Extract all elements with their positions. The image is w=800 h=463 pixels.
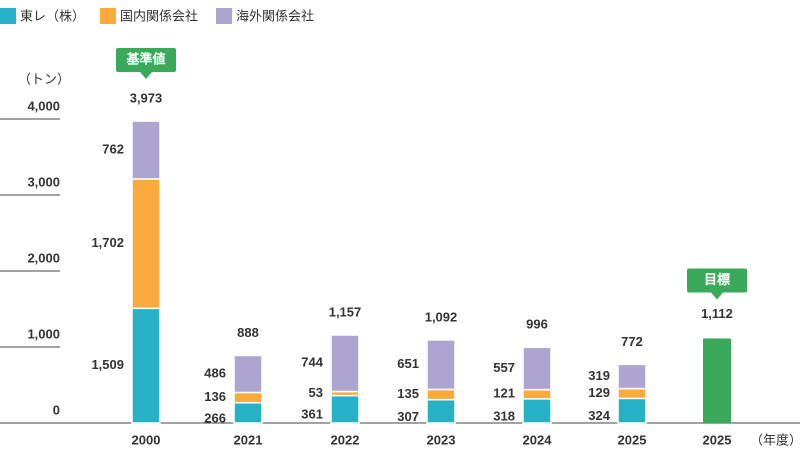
y-tick-label: 0 (53, 402, 60, 417)
bar-segment (330, 334, 360, 393)
x-tick-label: 2022 (331, 432, 360, 447)
bar-segment (426, 398, 456, 424)
x-tick-label: 2023 (427, 432, 456, 447)
segment-label: 266 (204, 410, 226, 425)
y-tick-label: 1,000 (27, 326, 60, 341)
total-label: 772 (621, 334, 643, 349)
bar-segment (131, 307, 161, 424)
x-tick-label: 2025 (618, 432, 647, 447)
callout-box (687, 268, 747, 293)
bar-segment (131, 178, 161, 310)
total-label: 3,973 (130, 90, 163, 105)
segment-label: 651 (397, 356, 419, 371)
total-label: 996 (526, 317, 548, 332)
bar-segment (233, 354, 263, 394)
legend-swatch (100, 8, 116, 24)
segment-label: 136 (204, 389, 226, 404)
total-label: 1,092 (425, 309, 458, 324)
segment-label: 324 (588, 408, 610, 423)
segment-label: 361 (301, 407, 323, 422)
callout-label: 目標 (704, 272, 730, 287)
legend-swatch (216, 8, 232, 24)
callout-pointer (140, 72, 152, 79)
bar-segment (233, 402, 263, 424)
bar-segment (522, 346, 552, 391)
y-tick-label: 3,000 (27, 174, 60, 189)
segment-label: 319 (588, 368, 610, 383)
target-value-label: 1,112 (701, 306, 733, 321)
x-tick-label: 2000 (132, 432, 161, 447)
segment-label: 762 (102, 141, 124, 156)
segment-label: 1,509 (91, 357, 124, 372)
bar-segment (522, 398, 552, 424)
bar-segment (617, 397, 647, 424)
bar-segment (617, 363, 647, 390)
legend-label: 海外関係会社 (236, 8, 314, 23)
segment-label: 318 (493, 408, 515, 423)
callout-pointer (711, 292, 723, 300)
segment-label: 557 (493, 360, 515, 375)
bar-segment (426, 339, 456, 391)
legend-swatch (0, 8, 16, 24)
target-bar (703, 338, 731, 423)
bar-segment (617, 387, 647, 400)
x-tick-label: 2024 (523, 432, 553, 447)
bar-segment (426, 388, 456, 401)
segment-label: 486 (204, 365, 226, 380)
segment-label: 135 (397, 386, 419, 401)
callout-label: 基準値 (125, 51, 165, 66)
callout-box (116, 48, 176, 72)
x-axis-label: （年度） (750, 432, 800, 447)
bar-segment (233, 391, 263, 404)
segment-label: 121 (493, 386, 515, 401)
x-tick-label: 2021 (234, 432, 263, 447)
legend-label: 東レ（株） (20, 8, 85, 23)
legend-label: 国内関係会社 (120, 8, 198, 23)
y-tick-label: 4,000 (27, 98, 60, 113)
y-axis-label: （トン） (18, 71, 70, 86)
segment-label: 744 (301, 355, 323, 370)
bar-segment (330, 394, 360, 424)
total-label: 888 (237, 325, 259, 340)
segment-label: 307 (397, 409, 419, 424)
bar-segment (131, 120, 161, 180)
segment-label: 53 (309, 385, 323, 400)
y-tick-label: 2,000 (27, 250, 60, 265)
segment-label: 129 (588, 385, 610, 400)
total-label: 1,157 (329, 305, 362, 320)
bar-segment (522, 388, 552, 400)
x-tick-label: 2025 (703, 432, 732, 447)
segment-label: 1,702 (91, 235, 124, 250)
